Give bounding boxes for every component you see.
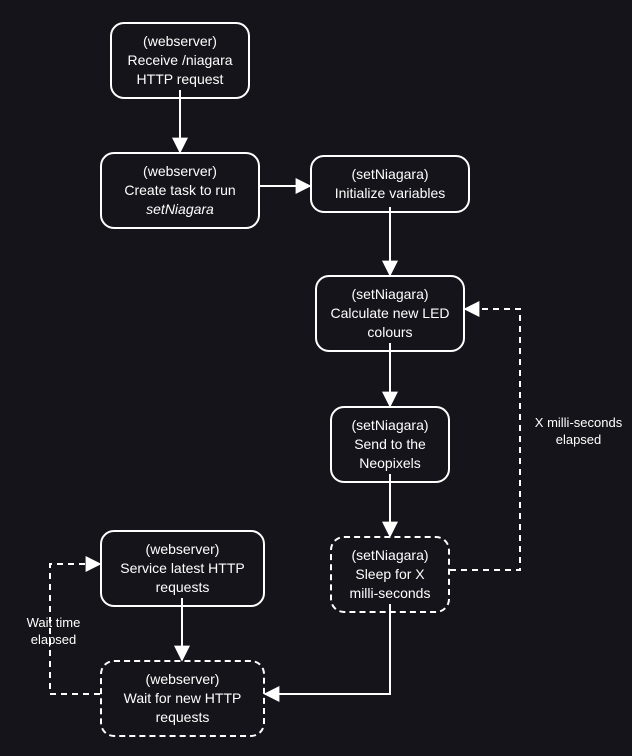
- node-send-neopixels: (setNiagara) Send to the Neopixels: [330, 406, 450, 483]
- node-line: Wait for new HTTP: [112, 689, 253, 708]
- node-line: setNiagara: [112, 200, 248, 219]
- node-line: (webserver): [112, 162, 248, 181]
- node-calculate-led: (setNiagara) Calculate new LED colours: [315, 275, 465, 352]
- edges-layer: [0, 0, 632, 756]
- node-line: (webserver): [112, 670, 253, 689]
- node-line: (setNiagara): [322, 165, 458, 184]
- edge-label-right-loop: X milli-seconds elapsed: [526, 415, 631, 449]
- node-create-task: (webserver) Create task to run setNiagar…: [100, 152, 260, 229]
- node-line: (setNiagara): [327, 285, 453, 304]
- node-initialize-variables: (setNiagara) Initialize variables: [310, 155, 470, 213]
- node-line: milli-seconds: [342, 584, 438, 603]
- node-line: Sleep for X: [342, 565, 438, 584]
- node-line: (webserver): [112, 540, 253, 559]
- node-line: (webserver): [122, 32, 238, 51]
- node-line: Initialize variables: [322, 184, 458, 203]
- node-wait-http: (webserver) Wait for new HTTP requests: [100, 660, 265, 737]
- node-line: Send to the: [342, 435, 438, 454]
- node-line: (setNiagara): [342, 546, 438, 565]
- node-line: Neopixels: [342, 454, 438, 473]
- node-line: HTTP request: [122, 70, 238, 89]
- node-line: requests: [112, 578, 253, 597]
- node-line: Calculate new LED: [327, 304, 453, 323]
- node-receive-request: (webserver) Receive /niagara HTTP reques…: [110, 22, 250, 99]
- node-line: Receive /niagara: [122, 51, 238, 70]
- node-line: Service latest HTTP: [112, 559, 253, 578]
- node-sleep: (setNiagara) Sleep for X milli-seconds: [330, 536, 450, 613]
- edge-label-left-loop: Wait time elapsed: [16, 615, 91, 649]
- node-line: (setNiagara): [342, 416, 438, 435]
- node-line: Create task to run: [112, 181, 248, 200]
- edge: [265, 604, 390, 694]
- node-line: colours: [327, 323, 453, 342]
- node-line: requests: [112, 708, 253, 727]
- node-service-http: (webserver) Service latest HTTP requests: [100, 530, 265, 607]
